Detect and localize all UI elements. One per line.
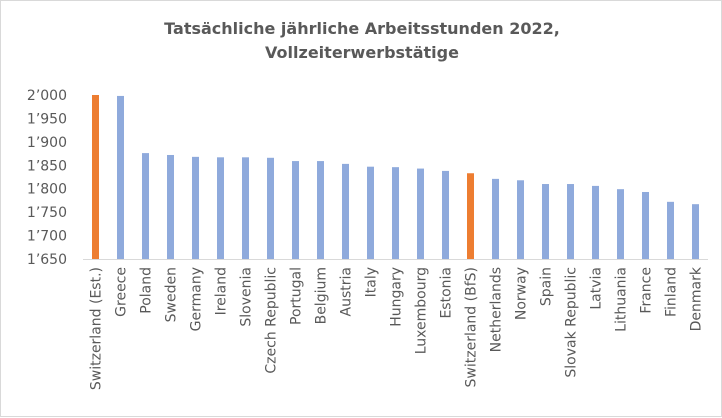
x-tick-label: Netherlands [489,267,505,352]
bar [692,204,699,259]
bar [267,157,274,259]
bar [142,153,149,259]
y-tick-label: 1’950 [27,111,67,127]
bar [617,189,624,259]
x-tick-label: Poland [139,267,155,314]
bar [417,168,424,259]
x-tick-label: Germany [189,267,205,331]
bar [442,170,449,259]
y-tick-label: 1’800 [27,182,67,198]
bar [392,167,399,259]
x-tick-label: Estonia [439,267,455,319]
x-tick-label: Italy [364,267,380,297]
bar-highlight [92,95,99,259]
x-tick-label: Belgium [314,267,330,324]
bar [492,178,499,259]
bar [342,163,349,259]
x-tick-label: Norway [514,267,530,320]
x-tick-label: Slovak Republic [564,267,580,378]
bar [117,95,124,259]
x-tick-label: Austria [339,267,355,316]
y-tick-label: 1’900 [27,135,67,151]
bar [517,180,524,259]
x-tick-label: Czech Republic [264,267,280,374]
x-tick-label: Spain [539,267,555,306]
y-tick-label: 1’850 [27,158,67,174]
x-tick-label: Finland [664,267,680,317]
bar [167,154,174,259]
bar [192,156,199,259]
x-tick-label: Switzerland (Est.) [89,267,105,390]
y-tick-label: 1’650 [27,252,67,268]
chart-title: Tatsächliche jährliche Arbeitsstunden 20… [1,17,722,65]
bar [242,157,249,259]
x-tick-label: Greece [114,267,130,317]
x-tick-label: Hungary [389,267,405,327]
x-tick-label: Luxembourg [414,267,430,354]
y-tick-label: 1’700 [27,229,67,245]
x-tick-label: Latvia [589,267,605,310]
bar-highlight [467,173,474,259]
y-tick-label: 2’000 [27,88,67,104]
chart-title-line-1: Tatsächliche jährliche Arbeitsstunden 20… [164,19,560,38]
x-tick-label: Denmark [689,266,705,331]
x-tick-label: Switzerland (BfS) [464,267,480,387]
bar [667,201,674,259]
chart-title-line-2: Vollzeiterwerbstätige [265,43,459,62]
x-tick-label: Lithuania [614,267,630,332]
bar [217,157,224,259]
bar [317,161,324,259]
bar [367,166,374,259]
x-tick-label: Portugal [289,267,305,325]
y-tick-label: 1’750 [27,205,67,221]
bar [592,185,599,259]
bar [642,191,649,259]
bar [292,161,299,259]
bar [542,184,549,259]
bar [567,184,574,259]
x-tick-label: France [639,267,655,314]
x-tick-label: Slovenia [239,267,255,327]
x-tick-label: Ireland [214,267,230,315]
x-tick-label: Sweden [164,267,180,322]
